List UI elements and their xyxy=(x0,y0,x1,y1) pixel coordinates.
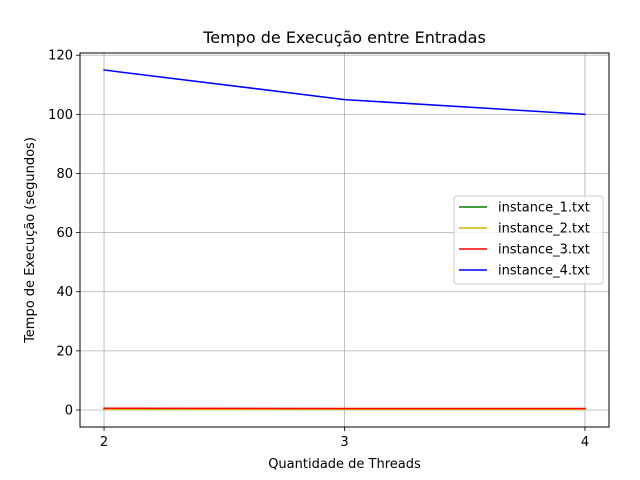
legend-label-instance-1-txt: instance_1.txt xyxy=(498,201,590,216)
x-tick-label: 3 xyxy=(340,435,348,450)
series-line-instance-4-txt xyxy=(103,69,586,116)
y-tick-label: 20 xyxy=(56,344,73,359)
legend-label-instance-2-txt: instance_2.txt xyxy=(498,222,590,237)
plot-frame xyxy=(79,52,610,428)
legend-label-instance-4-txt: instance_4.txt xyxy=(498,264,590,279)
y-tick-label: 60 xyxy=(56,226,73,241)
chart-title: Tempo de Execução entre Entradas xyxy=(202,28,486,47)
x-axis-label: Quantidade de Threads xyxy=(268,457,421,472)
y-tick-label: 40 xyxy=(56,285,73,300)
y-axis-label: Tempo de Execução (segundos) xyxy=(23,137,38,344)
x-tick-label: 2 xyxy=(100,435,108,450)
x-tick-label: 4 xyxy=(581,435,589,450)
y-tick-label: 0 xyxy=(65,404,73,419)
legend-box xyxy=(453,195,604,285)
plot-series xyxy=(103,69,586,411)
legend-label-instance-3-txt: instance_3.txt xyxy=(498,243,590,258)
legend: instance_1.txt instance_2.txt instance_3.t… xyxy=(453,195,604,285)
y-tick-label: 100 xyxy=(48,108,73,123)
y-tick-label: 120 xyxy=(48,49,73,64)
y-tick-label: 80 xyxy=(56,167,73,182)
